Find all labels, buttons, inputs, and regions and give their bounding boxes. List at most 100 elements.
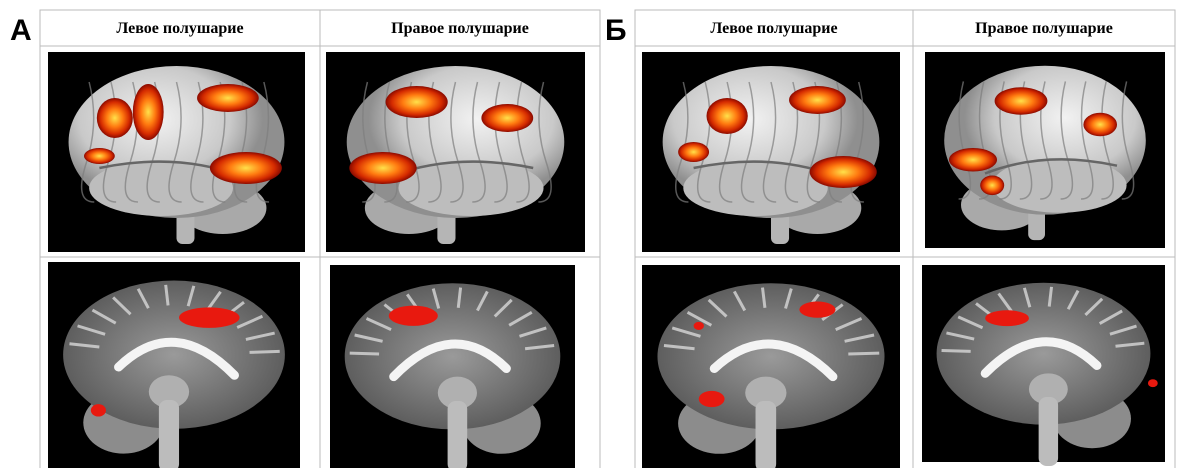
thalamus bbox=[745, 376, 787, 410]
activation bbox=[1147, 379, 1158, 388]
activation bbox=[388, 305, 438, 326]
gyrus bbox=[844, 333, 875, 343]
sulcus bbox=[1101, 81, 1114, 200]
activation bbox=[197, 84, 259, 112]
gyrus bbox=[784, 288, 793, 309]
thalamus bbox=[1028, 373, 1068, 405]
activation bbox=[96, 98, 133, 138]
temporal-lobe bbox=[992, 157, 1127, 213]
corpus-callosum bbox=[389, 339, 511, 382]
gyrus bbox=[848, 351, 880, 356]
gyrus bbox=[997, 292, 1013, 313]
activation bbox=[980, 175, 1005, 196]
activation bbox=[799, 301, 836, 318]
gyrus bbox=[1098, 309, 1123, 325]
column-header: Левое полушарие bbox=[710, 20, 837, 37]
activation bbox=[693, 321, 704, 330]
gyrus bbox=[946, 331, 975, 341]
gyrus bbox=[476, 290, 489, 312]
activation bbox=[698, 390, 725, 408]
gyrus bbox=[91, 308, 117, 325]
brainstem bbox=[755, 401, 777, 468]
gyrus bbox=[1066, 289, 1080, 310]
brain-lateral-image bbox=[48, 52, 305, 252]
brain-lateral-image bbox=[642, 52, 900, 252]
brain-lateral-image bbox=[925, 52, 1165, 248]
gyrus bbox=[671, 326, 701, 338]
brainstem bbox=[1038, 396, 1059, 466]
activation bbox=[789, 86, 846, 114]
gyrus bbox=[732, 290, 747, 312]
gyrus bbox=[365, 317, 392, 331]
temporal-lobe bbox=[683, 160, 828, 216]
activation bbox=[83, 148, 115, 164]
activation bbox=[985, 310, 1029, 327]
gyrus bbox=[941, 348, 971, 353]
sulcus bbox=[696, 81, 711, 203]
activation bbox=[678, 142, 710, 162]
activation bbox=[1083, 112, 1117, 137]
column-header: Правое полушарие bbox=[391, 20, 529, 37]
sulcus bbox=[80, 81, 95, 203]
gyrus bbox=[1022, 287, 1032, 308]
temporal-lobe bbox=[89, 160, 234, 216]
brainstem bbox=[158, 400, 180, 468]
panel-label: А bbox=[10, 14, 32, 47]
gyrus bbox=[663, 344, 695, 351]
activation bbox=[809, 156, 877, 188]
gyrus bbox=[508, 311, 533, 327]
gyrus bbox=[761, 287, 767, 308]
corpus-callosum bbox=[709, 339, 838, 382]
gyrus bbox=[136, 288, 150, 309]
gyrus bbox=[164, 284, 170, 306]
gyrus bbox=[1109, 324, 1137, 336]
column-header: Левое полушарие bbox=[116, 20, 243, 37]
gyrus bbox=[493, 298, 513, 318]
corpus-callosum bbox=[114, 337, 239, 380]
gyrus bbox=[686, 311, 713, 327]
sulcus bbox=[538, 81, 552, 203]
gyrus bbox=[349, 351, 380, 356]
gyrus bbox=[1084, 297, 1104, 317]
table-border bbox=[634, 9, 1176, 468]
gyrus bbox=[835, 317, 863, 331]
gyrus bbox=[519, 326, 547, 338]
activation bbox=[481, 104, 534, 132]
gyrus bbox=[1047, 286, 1053, 307]
gyrus bbox=[524, 344, 555, 351]
activation bbox=[949, 148, 997, 172]
temporal-lobe bbox=[398, 160, 544, 216]
activation bbox=[209, 152, 282, 184]
corpus-callosum bbox=[980, 337, 1102, 378]
gyrus bbox=[1115, 341, 1145, 348]
gyrus bbox=[77, 324, 106, 336]
brain-sagittal-image bbox=[922, 265, 1165, 466]
column-header: Правое полушарие bbox=[975, 20, 1113, 37]
brainstem bbox=[447, 401, 468, 468]
panel-label: Б bbox=[605, 14, 627, 47]
gyrus bbox=[69, 342, 100, 349]
brain-sagittal-image bbox=[330, 265, 575, 468]
activation bbox=[385, 86, 448, 118]
thalamus bbox=[437, 376, 477, 410]
brain-lateral-image bbox=[326, 52, 585, 252]
activation bbox=[349, 152, 417, 184]
brain-sagittal-image bbox=[642, 265, 900, 468]
sulcus bbox=[674, 81, 689, 203]
brain-sagittal-image bbox=[48, 262, 300, 468]
gyrus bbox=[354, 333, 383, 343]
gyrus bbox=[112, 296, 132, 316]
sulcus bbox=[516, 81, 530, 203]
sylvian-fissure bbox=[984, 158, 1118, 175]
gyrus bbox=[186, 285, 196, 307]
gyrus bbox=[206, 290, 222, 312]
gyrus bbox=[456, 287, 463, 308]
gyrus bbox=[707, 298, 728, 318]
activation bbox=[179, 307, 240, 328]
activation bbox=[994, 87, 1048, 115]
sulcus bbox=[1121, 81, 1135, 200]
gyrus bbox=[236, 314, 264, 329]
activation bbox=[90, 404, 106, 417]
thalamus bbox=[148, 375, 190, 409]
